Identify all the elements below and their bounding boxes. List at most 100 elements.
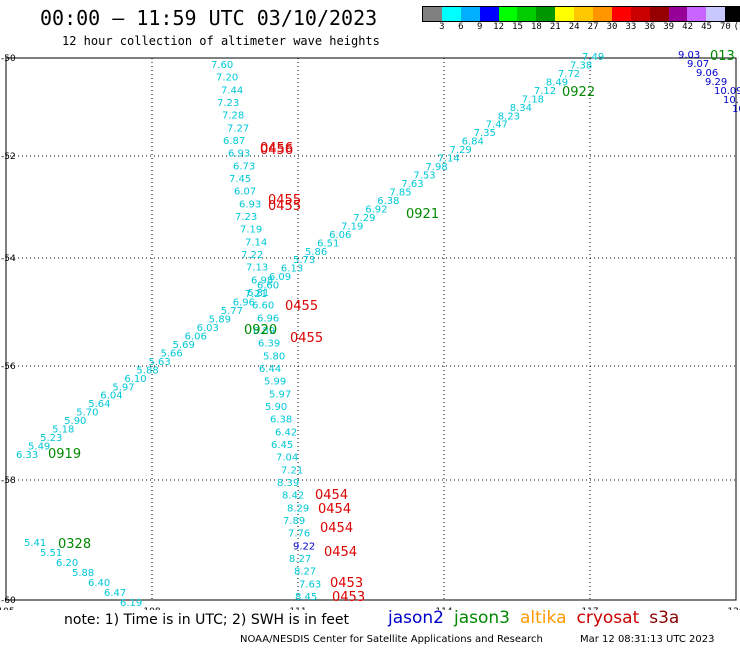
wave-height-value: 7.14	[437, 154, 459, 165]
wave-height-value: 6.89	[253, 326, 275, 337]
wave-height-value: 7.98	[425, 162, 447, 173]
pass-time-label: 0454	[320, 521, 353, 536]
pass-time-label: 0455	[290, 331, 323, 346]
wave-height-value: 6.06	[329, 230, 351, 241]
generated-timestamp: Mar 12 08:31:13 UTC 2023	[580, 634, 715, 645]
pass-time-label: 0921	[406, 207, 439, 222]
wave-height-value: 8.23	[498, 111, 520, 122]
wave-height-value: 5.99	[264, 377, 286, 388]
satellite-legend: jason2 jason3 altika cryosat s3a	[388, 608, 689, 628]
longitude-tick-label: 117	[581, 607, 598, 610]
wave-height-value: 7.49	[582, 52, 604, 63]
longitude-tick-label: 105	[0, 607, 15, 610]
wave-height-value: 6.93	[228, 149, 250, 160]
wave-height-value: 6.39	[258, 339, 280, 350]
wave-height-value: 7.20	[216, 73, 238, 84]
wave-height-value: 6.45	[271, 440, 293, 451]
scale-label: 70	[719, 22, 731, 32]
scale-swatch	[593, 7, 612, 21]
credit-text: NOAA/NESDIS Center for Satellite Applica…	[240, 634, 543, 645]
pass-time-label: 0454	[324, 545, 357, 560]
wave-height-value: 6.51	[317, 238, 339, 249]
pass-time-label: 013	[710, 49, 735, 64]
pass-time-label: 0454	[318, 502, 351, 517]
map-frame	[5, 57, 737, 601]
wave-height-value: 5.97	[269, 389, 291, 400]
scale-label: 9	[476, 22, 483, 32]
wave-height-value: 6.60	[257, 281, 279, 292]
wave-height-value: 6.40	[88, 578, 110, 589]
wave-height-value: 9.06	[696, 68, 718, 79]
wave-height-color-scale	[422, 6, 740, 22]
scale-label: 12	[493, 22, 505, 32]
wave-height-value: 5.69	[173, 340, 195, 351]
pass-time-label: 0920	[244, 323, 277, 338]
scale-label: 33	[625, 22, 637, 32]
pass-time-label: 0456	[260, 141, 293, 156]
wave-height-value: 5.64	[88, 399, 110, 410]
wave-height-value: 7.18	[522, 94, 544, 105]
wave-height-value: 7.14	[245, 237, 267, 248]
wave-height-value: 6.10	[124, 374, 146, 385]
wave-height-value: 8.27	[289, 554, 311, 565]
latitude-tick-label: -56	[1, 362, 16, 372]
pass-time-label: 0454	[315, 488, 348, 503]
wave-height-value: 7.29	[450, 145, 472, 156]
scale-swatch	[498, 7, 518, 21]
wave-height-value: 10.1	[723, 95, 740, 106]
longitude-tick-label: 114	[435, 607, 452, 610]
wave-height-value: 7.21	[281, 465, 303, 476]
satellite-legend-altika: altika	[520, 608, 567, 628]
wave-height-value: 6.84	[462, 137, 484, 148]
satellite-legend-s3a: s3a	[649, 608, 680, 628]
wave-height-value: 7.53	[413, 171, 435, 182]
wave-height-value: 7.12	[534, 86, 556, 97]
scale-swatch	[574, 7, 594, 21]
wave-height-value: 6.38	[270, 415, 292, 426]
wave-height-value: 6.03	[197, 323, 219, 334]
wave-height-value: 9.03	[678, 50, 700, 61]
longitude-tick-label: 108	[143, 607, 160, 610]
wave-height-value: 5.41	[24, 538, 46, 549]
wave-height-value: 5.86	[305, 247, 327, 258]
wave-height-value: 7.13	[246, 263, 268, 274]
wave-height-value: 10	[732, 104, 740, 115]
wave-height-value: 6.07	[234, 187, 256, 198]
wave-height-value: 7.04	[276, 453, 298, 464]
wave-height-value: 6.38	[377, 196, 399, 207]
wave-height-value: 5.63	[148, 357, 170, 368]
pass-time-label: 0456	[260, 143, 293, 158]
wave-height-value: 6.96	[257, 313, 279, 324]
pass-time-label: 0455	[268, 193, 301, 208]
wave-height-value: 7.47	[486, 120, 508, 131]
satellite-legend-jason3: jason3	[454, 608, 510, 628]
wave-height-value: 7.28	[222, 111, 244, 122]
scale-swatch	[555, 7, 575, 21]
wave-height-value: 8.39	[277, 478, 299, 489]
scale-swatch	[630, 7, 650, 21]
wave-height-value: 8.49	[546, 77, 568, 88]
wave-height-value: 7.60	[211, 60, 233, 71]
scale-swatch	[423, 7, 442, 21]
satellite-legend-jason2: jason2	[388, 608, 444, 628]
wave-height-value: 6.13	[281, 264, 303, 275]
wave-height-value: 5.70	[76, 408, 98, 419]
scale-label: 36	[644, 22, 656, 32]
wave-height-value: 6.09	[269, 272, 291, 283]
scale-swatch	[517, 7, 537, 21]
wave-height-value: 7.27	[227, 123, 249, 134]
wave-height-value: 9.07	[687, 59, 709, 70]
wave-height-value: 7.19	[240, 225, 262, 236]
wave-height-value: 6.44	[259, 364, 281, 375]
scale-label: 3	[439, 22, 445, 32]
scale-swatch	[706, 7, 726, 21]
wave-height-value: 5.88	[72, 568, 94, 579]
wave-height-value: 5.88	[136, 365, 158, 376]
wave-height-value: 6.93	[239, 199, 261, 210]
pass-time-label: 0455	[268, 199, 301, 214]
wave-height-value: 5.73	[293, 255, 315, 266]
wave-height-value: 5.77	[221, 306, 243, 317]
latitude-tick-label: -50	[1, 54, 16, 64]
